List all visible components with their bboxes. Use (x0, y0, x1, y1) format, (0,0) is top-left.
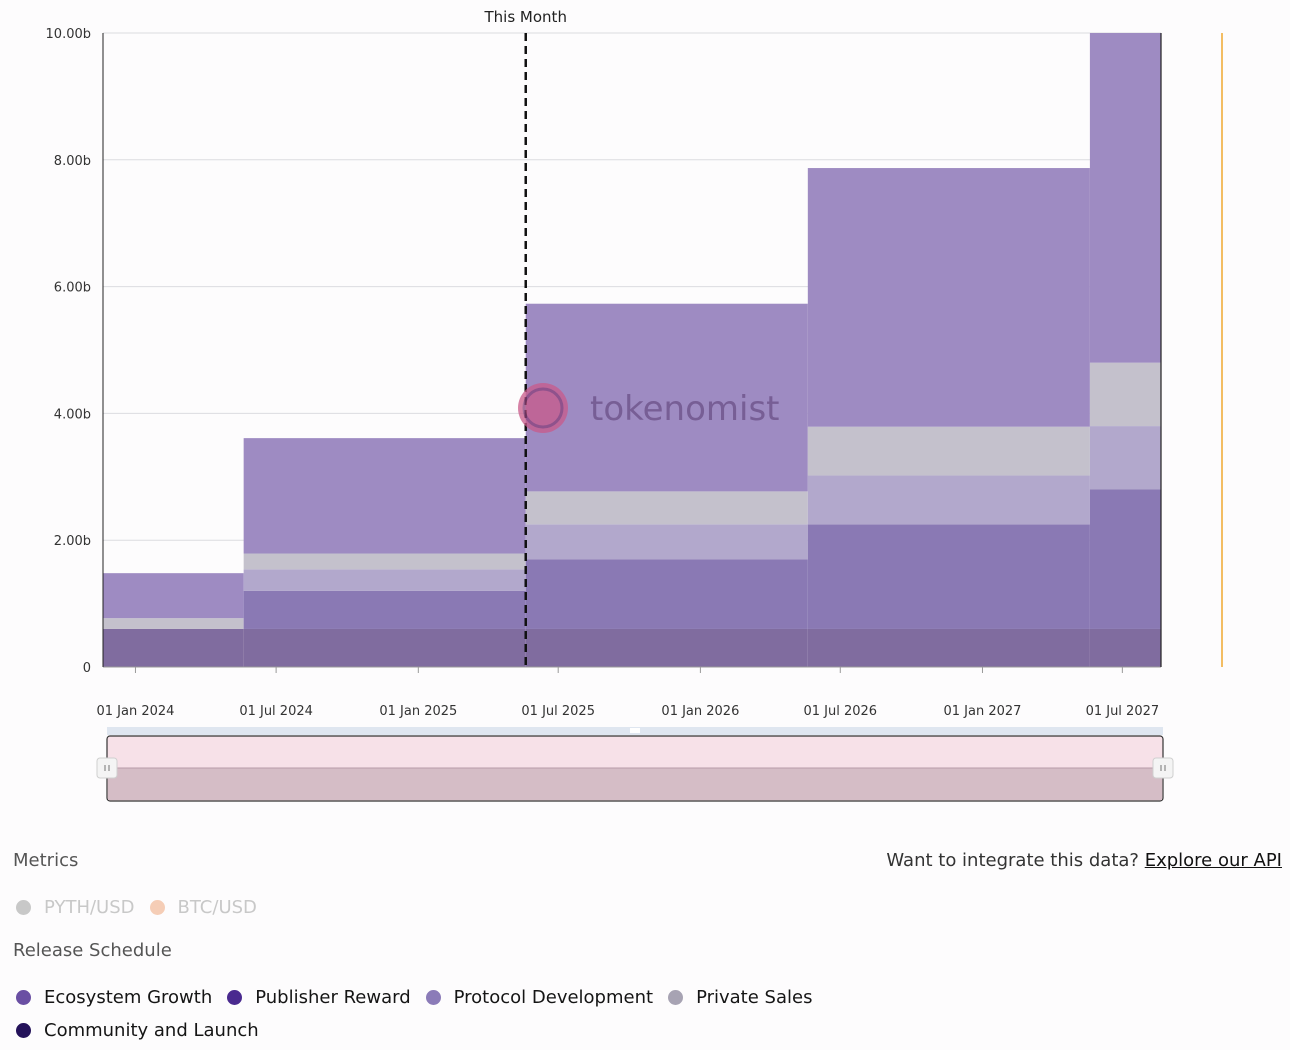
metrics-title: Metrics (13, 850, 79, 871)
legend-item-private-sales[interactable]: Private Sales (668, 987, 812, 1008)
legend-label: Private Sales (696, 987, 813, 1008)
area-segment-publisher-reward (1089, 489, 1161, 629)
x-axis-ticks: 01 Jan 2024 01 Jul 2024 01 Jan 2025 01 Jul … (96, 666, 1161, 719)
legend-item-btc-usd[interactable]: BTC/USD (149, 897, 257, 918)
area-segment-protocol-development (1089, 426, 1161, 490)
area-segment-publisher-reward (243, 590, 526, 629)
metrics-legend-row: PYTH/USD BTC/USD (16, 897, 272, 918)
area-segment-community-and-launch (807, 628, 1090, 667)
legend-label: Publisher Reward (255, 987, 411, 1008)
y-tick-label: 8.00b (54, 154, 91, 169)
legend-dot-icon (425, 990, 441, 1005)
area-segment-community-and-launch (103, 628, 244, 667)
x-tick-label: 01 Jul 2026 (803, 704, 877, 719)
api-prompt: Want to integrate this data? Explore our… (886, 850, 1282, 871)
legend-item-ecosystem-growth[interactable]: Ecosystem Growth (16, 987, 212, 1008)
x-tick-label: 01 Jan 2024 (96, 704, 174, 719)
area-segment-protocol-development (525, 524, 808, 560)
legend-label: Protocol Development (453, 987, 654, 1008)
this-month-marker: This Month (484, 8, 567, 667)
release-legend-row-2: Community and Launch (16, 1020, 274, 1041)
tokenomist-watermark: tokenomist (518, 383, 780, 433)
legend-panel: Metrics Want to integrate this data? Exp… (0, 840, 1290, 1050)
area-segment-ecosystem-growth (807, 168, 1090, 427)
x-tick-label: 01 Jul 2024 (239, 704, 313, 719)
legend-dot-icon (149, 900, 165, 915)
area-segment-publisher-reward (807, 524, 1090, 629)
legend-item-pyth-usd[interactable]: PYTH/USD (16, 897, 135, 918)
this-month-label: This Month (484, 8, 567, 26)
watermark-text: tokenomist (590, 389, 780, 429)
area-segment-community-and-launch (243, 628, 526, 667)
x-tick-label: 01 Jan 2027 (944, 704, 1022, 719)
legend-label: Community and Launch (44, 1020, 259, 1041)
navigator-scrollbar-grip[interactable] (630, 728, 640, 733)
area-segment-community-and-launch (1089, 628, 1161, 667)
release-schedule-title: Release Schedule (13, 940, 172, 961)
area-segment-private-sales (525, 491, 808, 525)
x-tick-label: 01 Jan 2026 (661, 704, 739, 719)
area-segment-private-sales (1089, 362, 1161, 427)
x-tick-label: 01 Jul 2027 (1086, 704, 1160, 719)
legend-dot-icon (668, 990, 684, 1005)
legend-dot-icon (16, 990, 31, 1005)
y-tick-label: 2.00b (54, 534, 91, 549)
y-tick-label: 4.00b (54, 407, 91, 422)
area-segment-ecosystem-growth (103, 573, 244, 619)
legend-label: BTC/USD (177, 897, 257, 918)
watermark-logo-ring (522, 387, 564, 429)
legend-dot-icon (16, 1023, 31, 1038)
area-segment-private-sales (807, 426, 1090, 476)
legend-dot-icon (227, 990, 243, 1005)
x-tick-label: 01 Jan 2025 (379, 704, 457, 719)
y-tick-label: 10.00b (46, 27, 91, 42)
navigator-series-preview (108, 768, 1162, 800)
x-tick-label: 01 Jul 2025 (521, 704, 595, 719)
area-segment-private-sales (103, 618, 244, 629)
area-segment-ecosystem-growth (525, 303, 808, 492)
api-prompt-text: Want to integrate this data? (886, 850, 1139, 871)
y-axis-ticks: 0 2.00b 4.00b 6.00b 8.00b 10.00b (46, 27, 91, 676)
legend-label: PYTH/USD (44, 897, 135, 918)
area-segment-private-sales (243, 553, 526, 570)
stacked-areas (103, 33, 1161, 667)
navigator-right-handle[interactable] (1152, 757, 1174, 779)
legend-item-community-and-launch[interactable]: Community and Launch (16, 1020, 259, 1041)
area-segment-protocol-development (243, 569, 526, 591)
area-segment-publisher-reward (525, 559, 808, 629)
area-segment-ecosystem-growth (1089, 33, 1161, 363)
y-tick-label: 6.00b (54, 281, 91, 296)
date-range-navigator[interactable] (96, 727, 1174, 802)
area-segment-protocol-development (807, 475, 1090, 525)
release-legend-row-1: Ecosystem Growth Publisher Reward Protoc… (16, 987, 827, 1008)
navigator-left-handle[interactable] (96, 757, 118, 779)
y-tick-label: 0 (83, 661, 91, 676)
area-segment-ecosystem-growth (243, 438, 526, 554)
area-segment-community-and-launch (525, 628, 808, 667)
legend-dot-icon (16, 900, 31, 915)
legend-item-protocol-development[interactable]: Protocol Development (425, 987, 654, 1008)
legend-label: Ecosystem Growth (44, 987, 213, 1008)
explore-api-link[interactable]: Explore our API (1144, 850, 1282, 871)
legend-item-publisher-reward[interactable]: Publisher Reward (227, 987, 411, 1008)
